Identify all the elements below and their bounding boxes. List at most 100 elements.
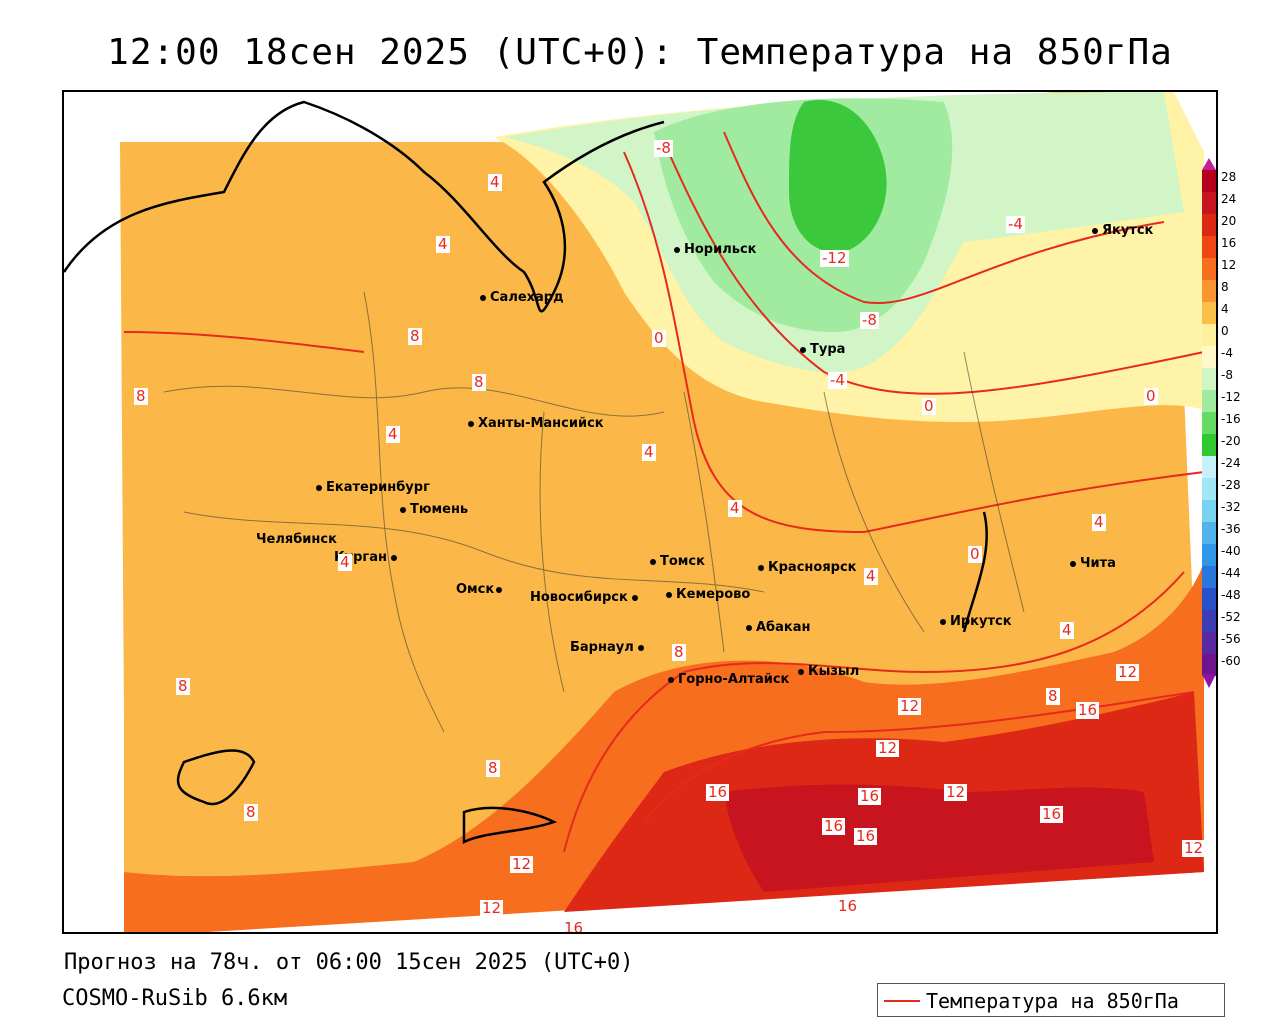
legend-line — [884, 1000, 920, 1002]
colorbar-segment — [1202, 544, 1216, 566]
colorbar-top-arrow-icon — [1202, 158, 1216, 170]
contour-label: 16 — [854, 827, 878, 845]
city-dot-icon — [390, 554, 397, 561]
colorbar-tick-label: -32 — [1221, 500, 1241, 514]
city-chita: Чита — [1070, 556, 1116, 571]
colorbar-segment — [1202, 456, 1216, 478]
colorbar-tick-label: -40 — [1221, 544, 1241, 558]
contour-label: 4 — [386, 425, 400, 443]
contour-label: 4 — [728, 499, 742, 517]
colorbar-segment — [1202, 192, 1216, 214]
colorbar-canvas — [1202, 158, 1216, 688]
contour-label: 8 — [486, 759, 500, 777]
colorbar-bottom-arrow-icon — [1202, 674, 1216, 688]
colorbar-tick-label: -16 — [1221, 412, 1241, 426]
city-chelyabinsk: Челябинск — [256, 532, 337, 547]
colorbar-tick-label: -4 — [1221, 346, 1233, 360]
contour-label: 0 — [652, 329, 666, 347]
colorbar-tick-label: 20 — [1221, 214, 1237, 228]
contour-label: 4 — [338, 553, 352, 571]
contour-label: 0 — [922, 397, 936, 415]
colorbar-segments — [1202, 170, 1216, 676]
city-norilsk: Норильск — [674, 242, 757, 257]
city-dot-icon — [496, 586, 503, 593]
city-gorno-altaysk: Горно-Алтайск — [668, 672, 789, 687]
contour-label: 8 — [134, 387, 148, 405]
colorbar-tick-label: 12 — [1221, 258, 1237, 272]
contour-label: 12 — [876, 739, 900, 757]
city-abakan: Абакан — [746, 620, 811, 635]
colorbar-segment — [1202, 390, 1216, 412]
colorbar-tick-label: -20 — [1221, 434, 1241, 448]
city-kemerovo: Кемерово — [666, 587, 750, 602]
contour-label: 8 — [176, 677, 190, 695]
contour-label: 4 — [642, 443, 656, 461]
contour-label: 16 — [1040, 805, 1064, 823]
colorbar — [1200, 158, 1218, 694]
contour-label: 12 — [944, 783, 968, 801]
city-salekhard: Салехард — [480, 290, 564, 305]
city-barnaul: Барнаул — [570, 640, 648, 655]
city-dot-icon — [940, 618, 946, 625]
colorbar-tick-label: -44 — [1221, 566, 1241, 580]
city-dot-icon — [674, 246, 680, 253]
contour-label: 0 — [968, 545, 982, 563]
city-dot-icon — [1092, 227, 1098, 234]
colorbar-segment — [1202, 258, 1216, 280]
city-yekaterinburg: Екатеринбург — [316, 480, 430, 495]
colorbar-tick-label: -52 — [1221, 610, 1241, 624]
city-krasnoyarsk: Красноярск — [758, 560, 857, 575]
colorbar-tick-label: 28 — [1221, 170, 1237, 184]
city-kyzyl: Кызыл — [798, 664, 859, 679]
city-dot-icon — [637, 644, 644, 651]
contour-label: 16 — [822, 817, 846, 835]
legend-label: Температура на 850гПа — [926, 989, 1179, 1013]
contour-label: 12 — [1182, 839, 1206, 857]
colorbar-tick-label: -36 — [1221, 522, 1241, 536]
colorbar-tick-label: 8 — [1221, 280, 1229, 294]
contour-label: 4 — [488, 173, 502, 191]
colorbar-segment — [1202, 566, 1216, 588]
contour-label: 8 — [472, 373, 486, 391]
contour-label: 4 — [1092, 513, 1106, 531]
city-dot-icon — [316, 484, 322, 491]
city-dot-icon — [1070, 560, 1076, 567]
city-dot-icon — [800, 346, 806, 353]
colorbar-segment — [1202, 236, 1216, 258]
city-omsk: Омск — [456, 582, 506, 597]
city-novosibirsk: Новосибирск — [530, 590, 642, 605]
colorbar-segment — [1202, 610, 1216, 632]
contour-label: 4 — [1060, 621, 1074, 639]
cold-zone-darkgreen — [789, 100, 887, 253]
colorbar-segment — [1202, 214, 1216, 236]
colorbar-tick-label: -8 — [1221, 368, 1233, 382]
contour-label: -8 — [654, 139, 673, 157]
contour-label: 12 — [1116, 663, 1140, 681]
map-title: 12:00 18сен 2025 (UTC+0): Температура на… — [107, 32, 1173, 73]
colorbar-tick-label: -48 — [1221, 588, 1241, 602]
coastlines — [64, 100, 988, 845]
contour-label: -4 — [1006, 215, 1025, 233]
city-dot-icon — [650, 558, 656, 565]
city-tomsk: Томск — [650, 554, 705, 569]
contour-label: 12 — [510, 855, 534, 873]
colorbar-segment — [1202, 368, 1216, 390]
model-name: COSMO-RuSib 6.6км — [62, 986, 288, 1011]
colorbar-tick-label: -28 — [1221, 478, 1241, 492]
contour-label: 12 — [898, 697, 922, 715]
contour-label: 16 — [706, 783, 730, 801]
colorbar-segment — [1202, 478, 1216, 500]
city-dot-icon — [798, 668, 804, 675]
colorbar-segment — [1202, 170, 1216, 192]
contour-label: 12 — [480, 899, 504, 917]
contour-label: 8 — [1046, 687, 1060, 705]
colorbar-tick-label: 0 — [1221, 324, 1229, 338]
colorbar-tick-label: 16 — [1221, 236, 1237, 250]
colorbar-tick-label: -24 — [1221, 456, 1241, 470]
colorbar-segment — [1202, 434, 1216, 456]
map-canvas — [64, 92, 1209, 932]
colorbar-tick-label: 24 — [1221, 192, 1237, 206]
city-dot-icon — [746, 624, 752, 631]
city-tura: Тура — [800, 342, 845, 357]
contour-label: 4 — [436, 235, 450, 253]
